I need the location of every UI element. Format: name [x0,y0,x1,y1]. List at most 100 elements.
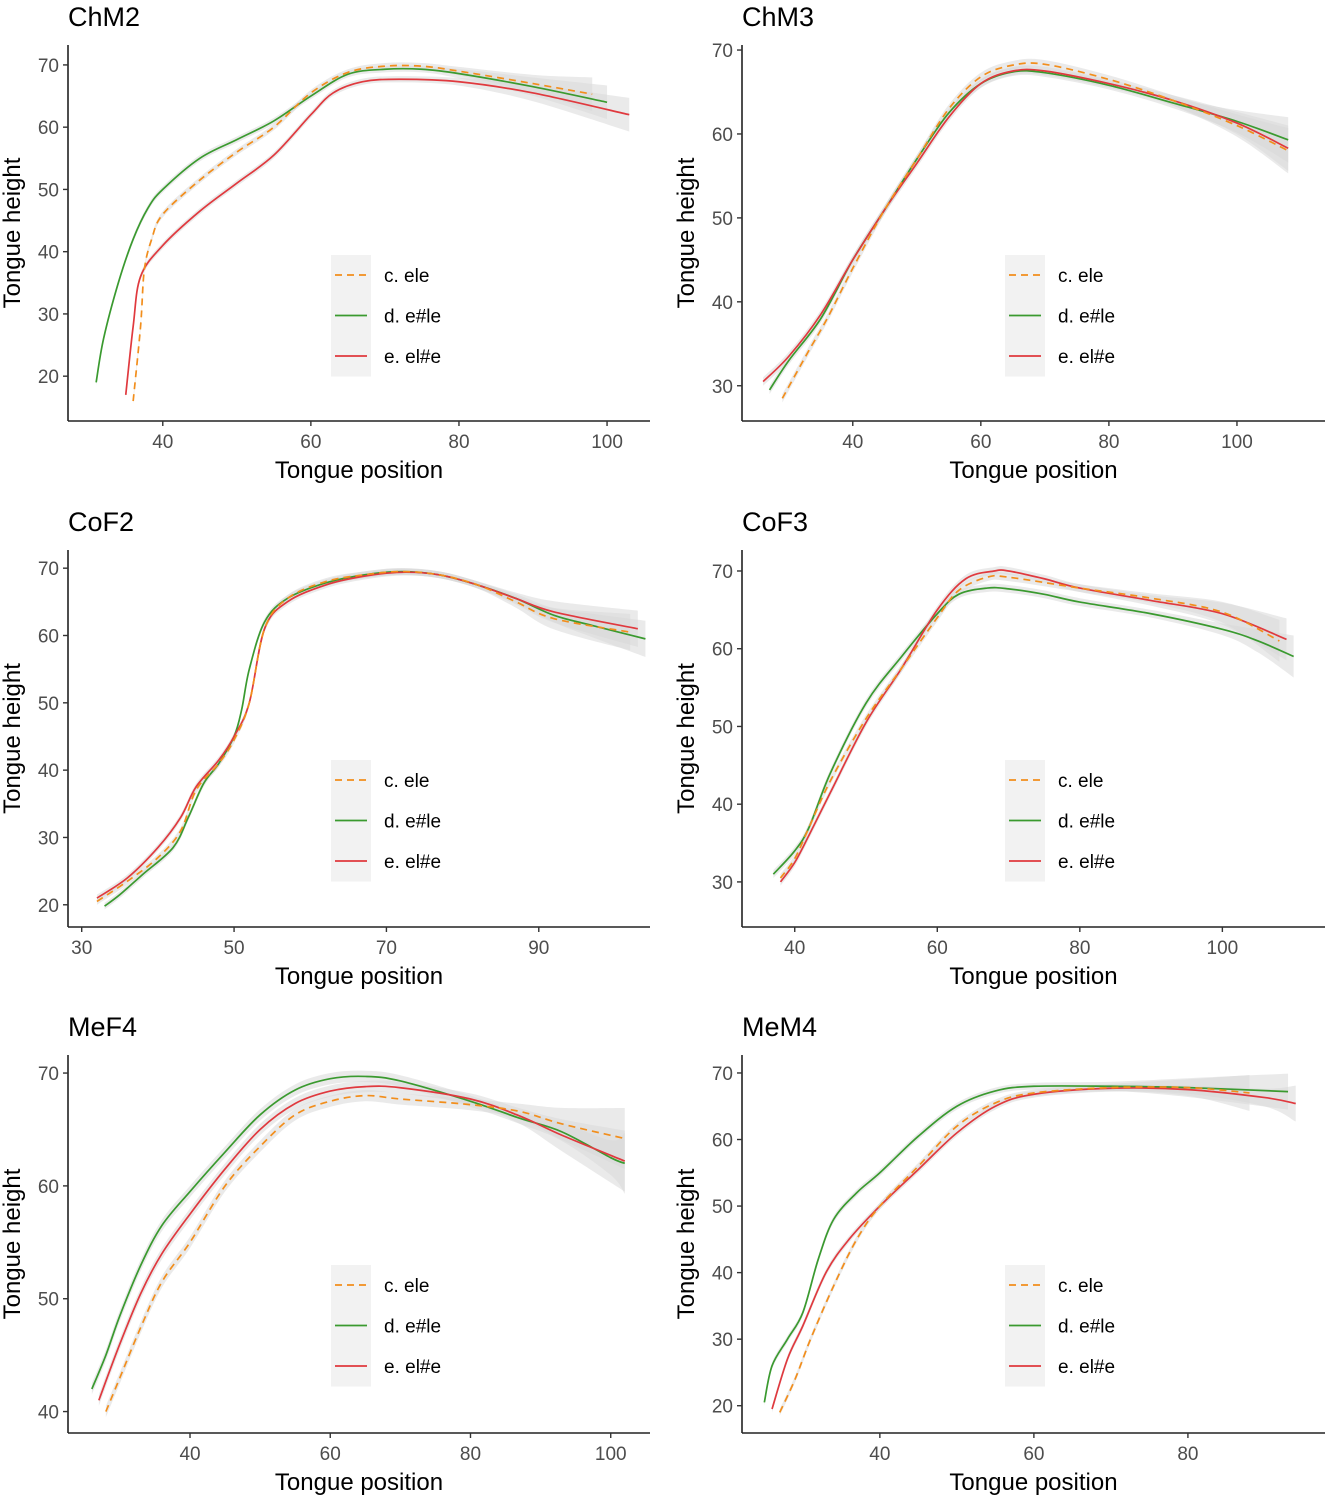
x-tick-label: 60 [1023,1444,1044,1465]
legend-label: e. el#e [1058,852,1115,873]
confidence-ribbon [105,1089,625,1418]
series-line-e-el-e [771,1087,1296,1410]
x-tick-label: 40 [869,1444,890,1465]
series-line-e-el-e [98,1085,626,1401]
x-tick-label: 90 [528,938,549,959]
panel-mem4: MeM4 40 60 80 20 30 40 50 60 70 Tongue position Ton… [673,1012,1325,1496]
x-tick-label: 30 [71,938,92,959]
y-tick-label: 60 [712,640,733,661]
x-tick-label: 40 [784,938,805,959]
series-line-c-ele [781,62,1289,399]
legend: c. ele d. e#le e. el#e [1005,1265,1115,1387]
y-axis-label: Tongue height [0,1168,26,1319]
y-tick-label: 20 [712,1397,733,1418]
y-axis-label: Tongue height [673,663,700,814]
y-tick-label: 40 [712,1264,733,1285]
y-tick-label: 50 [38,1290,59,1311]
confidence-ribbon [125,76,630,398]
legend-label: c. ele [1058,771,1103,792]
panel-title: MeF4 [68,1012,137,1042]
legend-label: e. el#e [1058,347,1115,368]
x-tick-label: 60 [300,432,321,453]
panel-title: CoF3 [742,507,808,537]
panel-title: ChM2 [68,2,140,32]
x-tick-label: 40 [152,432,173,453]
y-tick-label: 70 [38,56,59,77]
series-line-c-ele [96,570,631,903]
y-tick-label: 30 [712,1330,733,1351]
x-tick-label: 80 [448,432,469,453]
legend: c. ele d. e#le e. el#e [331,255,441,377]
legend-label: d. e#le [1058,307,1115,328]
y-tick-label: 60 [712,1131,733,1152]
x-tick-label: 40 [179,1444,200,1465]
legend-label: d. e#le [384,1317,441,1338]
y-tick-label: 50 [712,1197,733,1218]
y-tick-label: 40 [712,293,733,314]
legend-label: d. e#le [384,307,441,328]
legend: c. ele d. e#le e. el#e [331,760,441,882]
x-axis-label: Tongue position [275,1469,443,1496]
legend: c. ele d. e#le e. el#e [1005,760,1115,882]
confidence-ribbon [764,1073,1289,1406]
legend-label: c. ele [1058,266,1103,287]
legend-label: d. e#le [1058,1317,1115,1338]
x-tick-label: 100 [591,432,623,453]
panel-chm2: ChM2 40 60 80 100 20 30 40 50 60 70 Tongue position… [0,2,650,484]
y-tick-label: 40 [712,795,733,816]
x-axis-label: Tongue position [275,963,443,990]
series-line-d-e-le [772,586,1294,875]
y-tick-label: 40 [38,1403,59,1424]
legend: c. ele d. e#le e. el#e [331,1265,441,1387]
legend-label: e. el#e [384,1357,441,1378]
legend-label: d. e#le [384,812,441,833]
y-tick-label: 70 [712,41,733,62]
y-tick-label: 40 [38,243,59,264]
y-tick-label: 30 [712,377,733,398]
y-tick-label: 20 [38,367,59,388]
x-tick-label: 100 [1207,938,1239,959]
y-tick-label: 60 [38,626,59,647]
panel-mef4: MeF4 40 60 80 100 40 50 60 70 Tongue position Tong… [0,1012,650,1496]
x-axis-label: Tongue position [275,457,443,484]
series-line-d-e-le [768,69,1289,391]
y-tick-label: 70 [38,1064,59,1085]
legend-label: c. ele [384,266,429,287]
y-tick-label: 60 [38,1177,59,1198]
x-axis-label: Tongue position [949,457,1117,484]
x-tick-label: 100 [595,1444,627,1465]
x-tick-label: 80 [1177,1444,1198,1465]
y-tick-label: 70 [712,562,733,583]
panel-chm3: ChM3 40 60 80 100 30 40 50 60 70 Tongue position To… [673,2,1325,484]
y-tick-label: 70 [38,559,59,580]
series-line-c-ele [105,1094,625,1412]
y-tick-label: 50 [38,180,59,201]
series-line-e-el-e [124,78,630,395]
legend-label: c. ele [384,1276,429,1297]
y-axis-label: Tongue height [0,157,26,308]
legend-label: c. ele [1058,1276,1103,1297]
x-tick-label: 40 [842,432,863,453]
panel-cof2: CoF2 30 50 70 90 20 30 40 50 60 70 Tongue position T… [0,507,650,990]
legend-label: e. el#e [384,347,441,368]
y-tick-label: 20 [38,896,59,917]
y-axis-label: Tongue height [673,157,700,308]
x-tick-label: 50 [223,938,244,959]
legend-label: d. e#le [1058,812,1115,833]
x-tick-label: 80 [1098,432,1119,453]
x-tick-label: 70 [376,938,397,959]
x-tick-label: 60 [320,1444,341,1465]
x-axis-label: Tongue position [949,1469,1117,1496]
x-tick-label: 80 [1069,938,1090,959]
x-tick-label: 60 [927,938,948,959]
series-line-e-el-e [779,569,1287,883]
series-line-c-ele [779,574,1280,879]
legend-label: e. el#e [384,852,441,873]
y-tick-label: 70 [712,1064,733,1085]
series-line-d-e-le [95,67,608,383]
y-tick-label: 60 [38,118,59,139]
x-axis-label: Tongue position [949,963,1117,990]
y-tick-label: 30 [38,828,59,849]
panel-title: CoF2 [68,507,134,537]
